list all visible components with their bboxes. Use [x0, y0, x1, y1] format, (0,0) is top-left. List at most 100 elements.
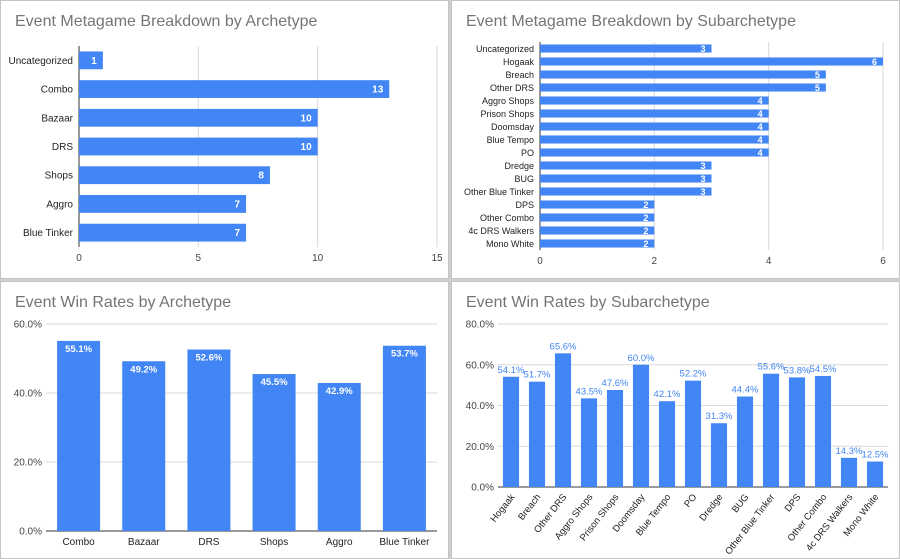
subarchetype-winrate-chart: 0.0% 20.0% 40.0% 60.0% 80.0% 54.1% Hogaak 51.7%…	[466, 320, 889, 558]
data-label: 2	[643, 226, 648, 236]
category-label: Aggro Shops	[482, 96, 535, 106]
category-label: Blue Tempo	[487, 135, 534, 145]
tick-label: 10	[312, 253, 324, 264]
bar	[658, 401, 676, 487]
bar	[554, 353, 572, 487]
bar	[580, 398, 598, 487]
bar	[79, 80, 390, 98]
bar	[866, 461, 884, 487]
data-label: 44.4%	[732, 385, 759, 396]
data-label: 43.5%	[576, 386, 603, 397]
tick-label: 60.0%	[14, 320, 42, 331]
tick-label: 0.0%	[19, 527, 42, 538]
bar	[540, 122, 769, 131]
category-label: PO	[521, 148, 534, 158]
data-label: 60.0%	[628, 353, 655, 364]
bar	[540, 148, 769, 157]
category-label: Mono White	[486, 239, 534, 249]
tick-label: 4	[766, 256, 772, 267]
category-label: DPS	[515, 200, 534, 210]
data-label: 7	[235, 228, 241, 239]
subarchetype-breakdown-chart: 0 2 4 6 Uncategorized 3 Hogaak 6 Breach 5 Other DR…	[464, 42, 886, 267]
tick-label: 0.0%	[471, 483, 494, 494]
bar	[79, 51, 103, 70]
category-label: DRS	[198, 537, 219, 548]
archetype-breakdown-chart: 0 5 10 15 Uncategorized 1 Combo 13 Bazaar 10 DRS 10…	[9, 46, 443, 264]
bar	[540, 213, 655, 222]
data-label: 65.6%	[550, 341, 577, 352]
category-label: Dredge	[698, 492, 726, 523]
data-label: 53.8%	[784, 365, 811, 376]
bar	[710, 423, 728, 487]
bar	[382, 345, 426, 531]
category-label: Hogaak	[503, 57, 535, 67]
category-label: Combo	[41, 85, 74, 96]
category-label: Prison Shops	[480, 109, 534, 119]
category-label: 4c DRS Walkers	[468, 226, 534, 236]
category-label: Other Combo	[480, 213, 534, 223]
bar	[540, 44, 712, 53]
chart-title: Event Win Rates by Subarchetype	[466, 294, 710, 311]
bar	[540, 187, 712, 196]
data-label: 3	[700, 174, 705, 184]
data-label: 2	[643, 213, 648, 223]
bar	[540, 200, 655, 209]
data-label: 2	[643, 200, 648, 210]
data-label: 54.1%	[498, 365, 525, 376]
data-label: 51.7%	[524, 370, 551, 381]
data-label: 4	[758, 96, 763, 106]
category-label: Combo	[62, 537, 95, 548]
bar	[632, 364, 650, 487]
category-label: Uncategorized	[476, 44, 534, 54]
data-label: 13	[372, 85, 384, 96]
category-label: Bazaar	[41, 113, 73, 124]
category-label: PO	[682, 492, 699, 510]
category-label: Other Blue Tinker	[464, 187, 534, 197]
category-label: Other DRS	[490, 83, 534, 93]
category-label: BUG	[514, 174, 534, 184]
data-label: 53.7%	[391, 349, 418, 360]
category-label: Uncategorized	[9, 56, 73, 67]
data-label: 45.5%	[261, 377, 288, 388]
bar	[788, 377, 806, 487]
data-label: 52.2%	[680, 369, 707, 380]
tick-label: 0	[76, 253, 82, 264]
bar	[540, 135, 769, 144]
tick-label: 20.0%	[14, 458, 42, 469]
data-label: 3	[700, 161, 705, 171]
bar	[540, 226, 655, 235]
bar	[79, 108, 318, 127]
bar	[502, 376, 520, 487]
category-label: Blue Tinker	[23, 228, 74, 239]
bar	[79, 223, 247, 242]
chart-title: Event Metagame Breakdown by Archetype	[15, 13, 318, 30]
data-label: 54.5%	[810, 364, 837, 375]
tick-label: 5	[196, 253, 202, 264]
data-label: 47.6%	[602, 378, 629, 389]
archetype-breakdown-panel: Event Metagame Breakdown by Archetype 0 5…	[0, 0, 449, 279]
data-label: 7	[235, 199, 241, 210]
bar	[540, 161, 712, 170]
bar	[540, 174, 712, 183]
data-label: 4	[758, 109, 763, 119]
tick-label: 40.0%	[466, 401, 494, 412]
bar	[736, 396, 754, 487]
bar	[528, 381, 546, 487]
data-label: 10	[301, 113, 313, 124]
data-label: 52.6%	[195, 353, 222, 364]
category-label: Other Blue Tinker	[723, 492, 777, 557]
category-label: Shops	[45, 171, 73, 182]
chart-title: Event Win Rates by Archetype	[15, 294, 232, 311]
bar	[57, 340, 101, 531]
data-label: 8	[258, 171, 264, 182]
bar	[540, 57, 883, 66]
tick-label: 6	[880, 256, 886, 267]
category-label: Hogaak	[489, 492, 518, 525]
data-label: 2	[643, 239, 648, 249]
archetype-winrate-panel: Event Win Rates by Archetype 0.0% 20.0% 40…	[0, 281, 449, 559]
bar	[540, 109, 769, 118]
data-label: 14.3%	[836, 446, 863, 457]
tick-label: 40.0%	[14, 389, 42, 400]
archetype-winrate-chart: 0.0% 20.0% 40.0% 60.0% 55.1% Combo 49.2% Bazaar…	[14, 320, 437, 548]
